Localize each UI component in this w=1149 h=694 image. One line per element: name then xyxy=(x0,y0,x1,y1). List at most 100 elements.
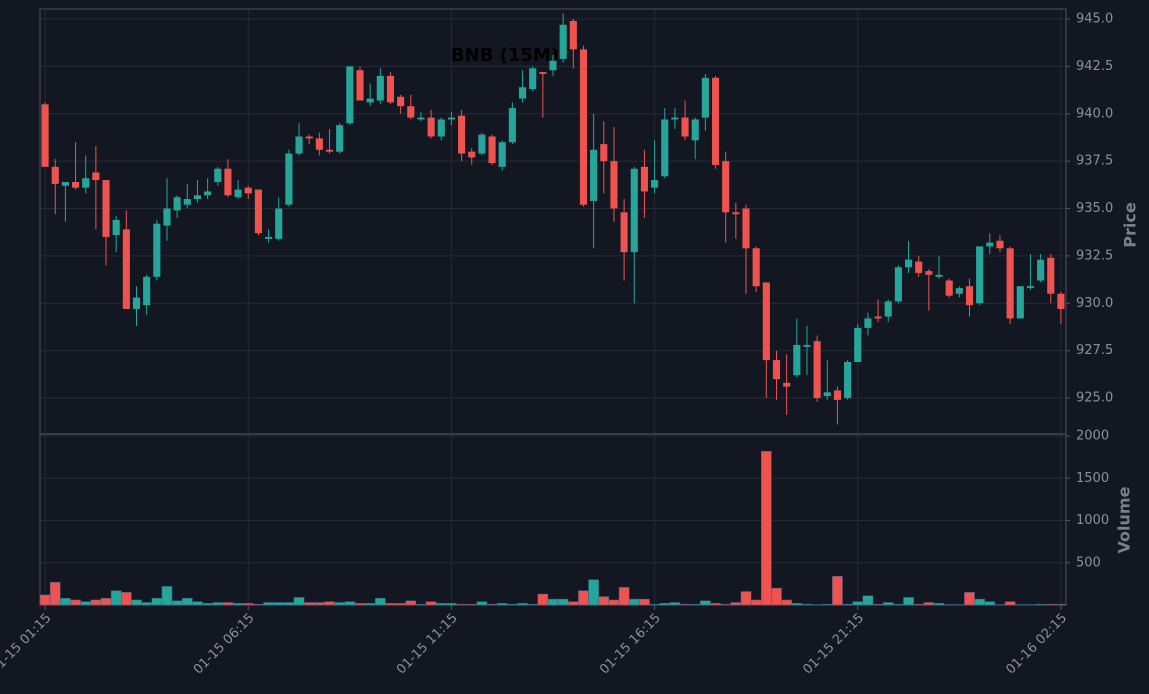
candle-body xyxy=(925,271,933,275)
candle-body xyxy=(651,180,659,188)
volume-bar xyxy=(110,590,122,606)
candle-body xyxy=(813,341,821,398)
candle-body xyxy=(366,98,374,103)
volume-bar xyxy=(171,600,183,606)
candle-body xyxy=(793,344,801,376)
y-tick-label: 932.5 xyxy=(1076,248,1113,263)
candle-body xyxy=(752,248,760,287)
candle-body xyxy=(102,180,110,237)
volume-bar xyxy=(121,592,132,606)
candle-body xyxy=(254,189,262,234)
y-tick-label: 500 xyxy=(1076,555,1101,570)
volume-bar xyxy=(933,603,945,606)
volume-bar xyxy=(192,601,203,606)
candle-body xyxy=(143,276,151,306)
candle-body xyxy=(163,208,171,226)
candle-body xyxy=(742,208,750,249)
volume-bar xyxy=(435,603,447,606)
volume-bar xyxy=(405,600,417,606)
y-tick-label: 927.5 xyxy=(1076,343,1113,358)
candle-body xyxy=(437,119,445,137)
candle-body xyxy=(132,297,141,309)
volume-bar xyxy=(273,602,285,606)
volume-bar xyxy=(771,587,782,606)
candle-body xyxy=(722,161,730,213)
candle-body xyxy=(224,168,232,196)
volume-bar xyxy=(984,601,996,606)
volume-bar xyxy=(832,576,843,606)
candle-body xyxy=(305,136,313,139)
volume-bar xyxy=(385,603,396,606)
candle-body xyxy=(844,361,852,398)
volume-bar xyxy=(161,586,173,606)
volume-bar xyxy=(557,598,569,606)
candle-body xyxy=(671,117,679,120)
volume-bar xyxy=(364,603,376,606)
volume-bar xyxy=(39,594,51,606)
candle-body xyxy=(173,197,181,211)
volume-bar xyxy=(842,603,853,606)
volume-bar xyxy=(903,597,914,606)
volume-bar xyxy=(1035,603,1046,606)
candle-body xyxy=(397,96,405,107)
volume-bar xyxy=(547,598,559,606)
candle-body xyxy=(894,267,902,302)
candle-body xyxy=(285,153,293,205)
volume-bar xyxy=(131,599,142,606)
candle-body xyxy=(539,72,547,74)
candle-body xyxy=(549,60,557,71)
candle-body xyxy=(945,280,953,296)
volume-bar xyxy=(324,601,335,606)
volume-bar xyxy=(618,587,630,606)
candle-body xyxy=(51,166,59,184)
candle-body xyxy=(427,117,435,137)
candle-body xyxy=(1006,248,1014,319)
volume-bar xyxy=(242,603,254,606)
volume-bar xyxy=(720,603,732,606)
candle-body xyxy=(976,246,984,304)
candle-body xyxy=(336,125,344,152)
volume-bar xyxy=(263,602,274,606)
volume-bar xyxy=(679,603,691,606)
candle-body xyxy=(41,104,49,167)
volume-bar xyxy=(283,602,295,606)
volume-bar xyxy=(750,599,762,606)
candle-body xyxy=(356,70,364,101)
candle-body xyxy=(904,259,913,268)
candle-body xyxy=(915,261,923,273)
volume-bar xyxy=(852,601,864,606)
candle-body xyxy=(854,327,862,362)
y-tick-label: 930.0 xyxy=(1076,296,1113,311)
candle-body xyxy=(183,199,191,205)
candle-body xyxy=(153,223,161,277)
volume-bar xyxy=(517,603,528,606)
volume-bar xyxy=(598,596,610,606)
y-tick-label: 935.0 xyxy=(1076,201,1113,216)
volume-bar xyxy=(588,579,599,606)
candle-body xyxy=(407,106,415,118)
candle-body xyxy=(112,219,120,236)
candle-body xyxy=(325,149,334,152)
candle-body xyxy=(447,117,455,120)
candle-body xyxy=(701,77,709,118)
volume-bar xyxy=(486,603,498,606)
y-tick-label: 2000 xyxy=(1076,429,1109,444)
volume-bar xyxy=(872,603,884,606)
candle-body xyxy=(579,49,588,205)
volume-bar xyxy=(527,603,539,606)
volume-bar xyxy=(1004,601,1016,606)
volume-bar xyxy=(639,598,650,606)
candle-body xyxy=(803,344,811,347)
volume-bar xyxy=(334,602,346,606)
volume-bar xyxy=(303,602,315,606)
candle-body xyxy=(620,212,628,253)
volume-bar xyxy=(496,603,508,606)
candle-body xyxy=(965,286,974,306)
candle-body xyxy=(265,236,273,239)
volume-bar xyxy=(689,603,701,606)
candle-body xyxy=(346,66,354,124)
volume-bar xyxy=(700,600,711,606)
volume-bar xyxy=(821,603,833,606)
